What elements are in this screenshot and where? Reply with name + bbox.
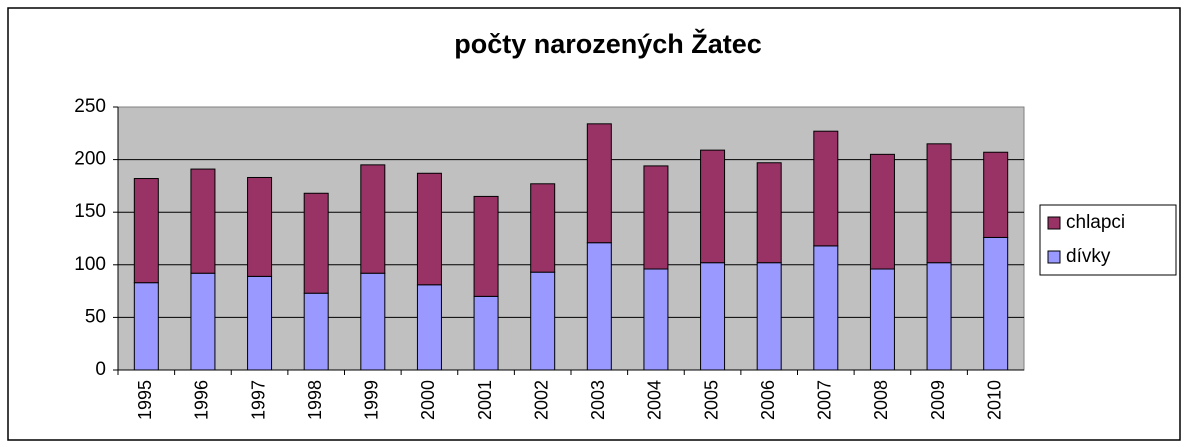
y-tick-label: 0 (95, 359, 106, 380)
bar (813, 245, 839, 371)
y-tick-label: 100 (74, 254, 106, 275)
bar (190, 168, 216, 274)
x-tick-label: 1998 (305, 380, 325, 420)
legend-swatch (1047, 250, 1061, 264)
bar (133, 282, 159, 371)
x-tick-label: 2000 (418, 380, 438, 420)
bar (869, 153, 895, 270)
legend-label: dívky (1066, 246, 1111, 267)
bar (133, 178, 159, 284)
bar (700, 149, 726, 264)
legend-label: chlapci (1066, 212, 1125, 233)
bar (360, 272, 386, 371)
bar (983, 236, 1009, 371)
bar (473, 295, 499, 371)
x-tick-label: 1995 (135, 380, 155, 420)
bar (586, 242, 612, 371)
y-tick-label: 150 (74, 201, 106, 222)
bar (247, 176, 273, 277)
legend-box (1039, 204, 1177, 276)
x-tick-label: 1997 (248, 380, 268, 420)
bar (983, 151, 1009, 238)
x-tick-label: 2005 (701, 380, 721, 420)
x-tick-label: 2009 (928, 380, 948, 420)
y-tick-label: 200 (74, 149, 106, 170)
x-tick-label: 2003 (588, 380, 608, 420)
bar (303, 192, 329, 294)
x-tick-label: 1999 (362, 380, 382, 420)
bar (756, 162, 782, 264)
bar (813, 130, 839, 247)
x-tick-label: 2002 (531, 380, 551, 420)
x-tick-label: 2008 (871, 380, 891, 420)
bar (530, 271, 556, 371)
bar (643, 268, 669, 371)
bar (303, 292, 329, 371)
bar (756, 262, 782, 371)
x-tick-label: 2006 (758, 380, 778, 420)
y-tick-label: 250 (74, 96, 106, 117)
bar (416, 284, 442, 371)
bar (643, 165, 669, 270)
bar (926, 262, 952, 371)
bar (700, 262, 726, 371)
bar (473, 195, 499, 297)
bar (869, 268, 895, 371)
bar (190, 272, 216, 371)
x-tick-label: 2004 (645, 380, 665, 420)
bar (530, 183, 556, 273)
x-tick-label: 2001 (475, 380, 495, 420)
chart-title: počty narozených Žatec (454, 28, 762, 59)
bar (586, 123, 612, 244)
x-tick-label: 2010 (984, 380, 1004, 420)
bar (926, 143, 952, 264)
bar (360, 164, 386, 274)
bar (247, 275, 273, 371)
bar (416, 172, 442, 286)
x-tick-label: 1996 (192, 380, 212, 420)
legend-swatch (1047, 216, 1061, 230)
x-tick-label: 2007 (815, 380, 835, 420)
y-tick-label: 50 (85, 306, 106, 327)
